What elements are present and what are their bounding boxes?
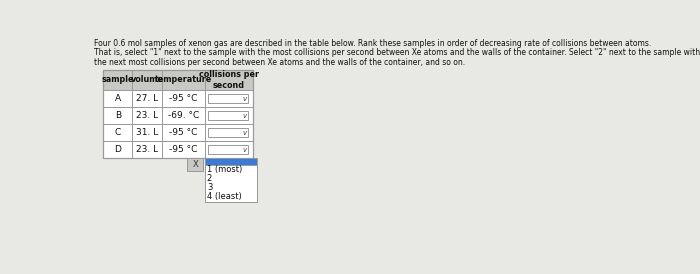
Text: 1 (most): 1 (most)	[207, 165, 242, 174]
Text: C: C	[115, 128, 121, 137]
Text: -95 °C: -95 °C	[169, 145, 197, 154]
Text: 23. L: 23. L	[136, 145, 158, 154]
Text: 31. L: 31. L	[136, 128, 158, 137]
FancyBboxPatch shape	[103, 107, 253, 124]
Text: sample: sample	[102, 75, 134, 84]
Text: v: v	[243, 130, 247, 136]
Text: D: D	[114, 145, 121, 154]
FancyBboxPatch shape	[208, 94, 248, 103]
Text: v: v	[243, 147, 247, 153]
FancyBboxPatch shape	[103, 124, 253, 141]
Text: temperature: temperature	[155, 75, 212, 84]
Text: A: A	[115, 94, 121, 103]
Text: Four 0.6 mol samples of xenon gas are described in the table below. Rank these s: Four 0.6 mol samples of xenon gas are de…	[94, 39, 651, 48]
Text: volume: volume	[131, 75, 164, 84]
FancyBboxPatch shape	[103, 70, 253, 90]
Text: 2: 2	[207, 174, 212, 183]
FancyBboxPatch shape	[208, 144, 248, 154]
Text: 27. L: 27. L	[136, 94, 158, 103]
Text: v: v	[243, 96, 247, 102]
Text: -95 °C: -95 °C	[169, 94, 197, 103]
Text: X: X	[193, 160, 198, 169]
FancyBboxPatch shape	[103, 90, 253, 107]
Text: 3: 3	[207, 183, 212, 192]
FancyBboxPatch shape	[208, 111, 248, 120]
Text: That is, select "1" next to the sample with the most collisions per second betwe: That is, select "1" next to the sample w…	[94, 48, 700, 57]
Text: v: v	[243, 113, 247, 119]
Text: 23. L: 23. L	[136, 111, 158, 120]
FancyBboxPatch shape	[188, 158, 203, 171]
FancyBboxPatch shape	[204, 158, 257, 165]
FancyBboxPatch shape	[208, 128, 248, 137]
FancyBboxPatch shape	[103, 141, 253, 158]
FancyBboxPatch shape	[204, 165, 257, 201]
Text: B: B	[115, 111, 121, 120]
Text: the next most collisions per second between Xe atoms and the walls of the contai: the next most collisions per second betw…	[94, 58, 465, 67]
Text: 4 (least): 4 (least)	[207, 192, 241, 201]
Text: -95 °C: -95 °C	[169, 128, 197, 137]
Text: collisions per
second: collisions per second	[199, 70, 258, 90]
Text: -69. °C: -69. °C	[167, 111, 199, 120]
